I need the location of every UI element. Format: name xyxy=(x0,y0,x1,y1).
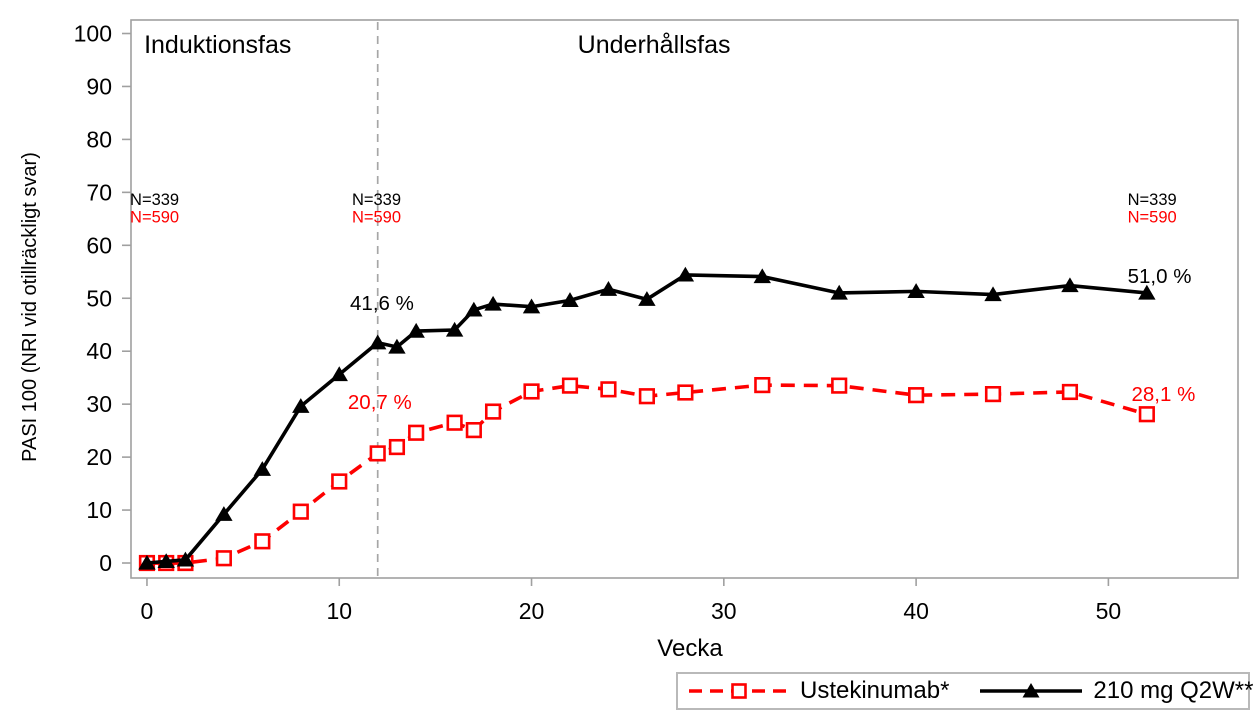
data-point-marker xyxy=(176,551,195,567)
x-axis-tick-label: 50 xyxy=(1096,598,1122,624)
legend: Ustekinumab* 210 mg Q2W** xyxy=(676,672,1254,710)
data-point-marker xyxy=(754,376,771,394)
phase-label-induction: Induktionsfas xyxy=(144,31,291,59)
data-point-marker xyxy=(677,384,694,401)
y-axis: 0 10 20 30 40 50 60 70 80 90 100 xyxy=(74,21,131,576)
series-line xyxy=(146,273,1148,565)
data-point-marker xyxy=(369,445,386,462)
n-annotation-label: N=590 xyxy=(130,209,179,227)
data-point-marker xyxy=(484,403,502,420)
y-axis-title: PASI 100 (NRI vid otillräckligt svar) xyxy=(19,152,41,462)
plot-frame xyxy=(130,19,1239,579)
value-annotation-label-2: 51,0 % xyxy=(1128,265,1192,288)
data-point-marker xyxy=(908,387,925,404)
x-axis-tick-label: 0 xyxy=(141,598,154,624)
y-axis-tick-label: 100 xyxy=(74,21,112,47)
data-point-marker xyxy=(388,438,406,456)
x-axis-tick-label: 40 xyxy=(903,598,929,624)
value-annotation-label-3: 28,1 % xyxy=(1131,383,1195,406)
data-point-marker xyxy=(561,377,579,394)
data-point-marker xyxy=(1061,383,1079,401)
data-point-marker xyxy=(138,554,156,570)
data-point-marker xyxy=(561,292,579,307)
data-point-marker xyxy=(676,266,695,282)
y-axis-tick-label: 70 xyxy=(86,179,112,205)
legend-label-ustekinumab: Ustekinumab* xyxy=(800,677,950,704)
data-point-marker xyxy=(1138,406,1155,423)
y-axis-tick-label: 20 xyxy=(86,444,112,470)
y-axis-tick-label: 10 xyxy=(86,497,112,523)
x-axis-tick-label: 10 xyxy=(326,598,352,624)
y-axis-tick-label: 90 xyxy=(86,73,112,99)
data-point-marker xyxy=(215,550,232,567)
data-point-marker xyxy=(984,286,1002,302)
data-point-marker xyxy=(369,334,387,350)
data-point-marker xyxy=(292,398,310,413)
data-point-marker xyxy=(446,414,463,431)
data-point-marker xyxy=(157,553,175,569)
n-annotation-label: N=590 xyxy=(352,209,401,227)
data-point-marker xyxy=(984,386,1002,403)
data-point-marker xyxy=(254,533,271,550)
data-point-marker xyxy=(331,473,348,490)
x-axis: 0 10 20 30 40 50 xyxy=(141,578,1122,624)
y-axis-tick-label: 30 xyxy=(86,391,112,417)
data-point-marker xyxy=(465,301,483,317)
y-axis-tick-label: 80 xyxy=(86,126,112,152)
legend-sample-210mg-icon xyxy=(979,680,1083,702)
y-axis-tick-label: 40 xyxy=(86,338,112,364)
data-point-marker xyxy=(253,461,272,476)
data-point-marker xyxy=(523,383,540,400)
data-point-marker xyxy=(465,422,482,439)
data-point-marker xyxy=(407,322,425,338)
data-point-marker xyxy=(445,321,464,337)
data-point-marker xyxy=(599,281,618,296)
y-axis-tick-label: 60 xyxy=(86,232,112,258)
x-axis-title: Vecka xyxy=(657,635,723,662)
n-annotation-label: N=339 xyxy=(352,191,401,209)
data-point-marker xyxy=(830,284,848,300)
n-annotation-label: N=590 xyxy=(1128,209,1177,227)
legend-sample-ustekinumab-icon xyxy=(688,680,790,702)
series-line xyxy=(146,383,1148,565)
data-point-marker xyxy=(638,388,656,405)
data-point-marker xyxy=(831,377,848,394)
phase-label-maintenance: Underhållsfas xyxy=(578,31,731,59)
n-annotation-label: N=339 xyxy=(1128,191,1177,209)
data-point-marker xyxy=(638,291,656,306)
data-point-marker xyxy=(522,298,541,314)
x-axis-tick-label: 20 xyxy=(519,598,545,624)
data-point-marker xyxy=(907,283,925,298)
data-point-marker xyxy=(753,268,771,284)
n-annotation-label: N=339 xyxy=(130,191,179,209)
series-ustekinumab xyxy=(138,376,1155,572)
data-point-marker xyxy=(484,295,502,311)
legend-label-210mg: 210 mg Q2W** xyxy=(1093,677,1254,704)
value-annotation-label-1: 20,7 % xyxy=(348,391,412,414)
data-point-marker xyxy=(330,366,348,382)
series-210mg-q2w xyxy=(138,266,1156,570)
data-point-marker xyxy=(388,338,406,354)
x-axis-tick-label: 30 xyxy=(711,598,737,624)
y-axis-tick-label: 50 xyxy=(86,285,112,311)
data-point-marker xyxy=(600,381,617,398)
data-point-marker xyxy=(1138,284,1156,300)
data-point-marker xyxy=(1061,277,1079,293)
y-axis-tick-label: 0 xyxy=(99,550,112,576)
data-point-marker xyxy=(408,424,425,441)
data-point-marker xyxy=(215,506,233,521)
value-annotation-label-0: 41,6 % xyxy=(350,292,414,315)
data-point-marker xyxy=(292,503,309,520)
